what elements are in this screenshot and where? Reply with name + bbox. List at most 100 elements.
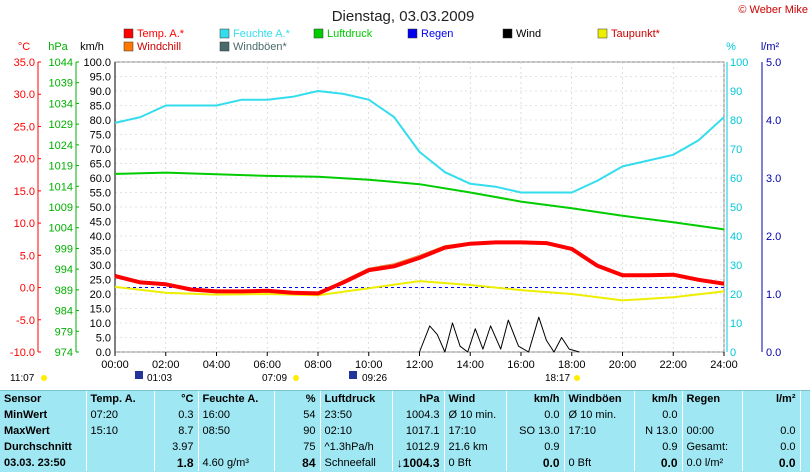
legend-label: Wind [516, 28, 541, 40]
moon-icon [135, 371, 143, 379]
x-tick: 02:00 [152, 359, 180, 371]
legend-label: Feuchte A.* [233, 28, 291, 40]
rain-tick: 5.0 [766, 57, 781, 69]
rain-tick: 3.0 [766, 173, 781, 185]
table-cell: Schneefall [320, 455, 393, 471]
temp-tick: -10.0 [10, 347, 35, 359]
rain-tick: 0.0 [766, 347, 781, 359]
table-cell: 1017.1 [392, 423, 445, 439]
sun-time-label: 09:26 [362, 373, 387, 384]
series-luftdruck [114, 171, 725, 231]
table-cell: 0.9 [634, 439, 683, 455]
table-cell: MinWert [0, 407, 87, 423]
table-header-cell: l/m² [742, 391, 801, 407]
humidity-axis-label: % [726, 41, 736, 53]
rain-tick: 4.0 [766, 115, 781, 127]
sun-time-label: 11:07 [10, 373, 35, 384]
x-tick: 16:00 [507, 359, 535, 371]
table-cell: SO 13.0 [506, 423, 565, 439]
table-cell: 0.0 [634, 455, 683, 471]
table-cell: 0.0 [634, 407, 683, 423]
chart-axes: °C hPa km/h% l/m² 35.0 30.0 25.0 20.0 15.0 10.0 5.… [10, 41, 781, 371]
pressure-tick: 989 [55, 285, 73, 297]
table-cell [742, 407, 801, 423]
humidity-tick: 30 [730, 260, 742, 272]
table-cell: 02:10 [320, 423, 393, 439]
humidity-tick: 100 [730, 57, 748, 69]
humidity-tick: 40 [730, 231, 742, 243]
table-header-cell: Windböen [564, 391, 635, 407]
pressure-tick: 979 [55, 326, 73, 338]
table-cell: 0.9 [506, 439, 565, 455]
table-cell: 03.03. 23:50 [0, 455, 87, 471]
humidity-tick: 60 [730, 173, 742, 185]
table-cell: 1.8 [154, 455, 199, 471]
copyright: © Weber Mike [738, 4, 808, 16]
pressure-tick: 984 [55, 306, 73, 318]
wind-tick: 25.0 [90, 275, 111, 287]
table-cell: ↓1004.3 [392, 455, 445, 471]
table-header-cell: Temp. A. [86, 391, 155, 407]
table-header-cell: Feuchte A. [198, 391, 275, 407]
table-row: Durchschnitt 3.97 75 ^1.3hPa/h 1012.9 21.6 km… [0, 439, 801, 455]
pressure-tick: 994 [55, 264, 73, 276]
temp-tick: 5.0 [20, 250, 35, 262]
sun-icon [293, 375, 299, 381]
series-tempa [114, 240, 725, 296]
humidity-tick: 20 [730, 289, 742, 301]
table-cell: 00:00 [682, 423, 743, 439]
pressure-tick: 1014 [49, 181, 73, 193]
temp-axis-label: °C [18, 41, 30, 53]
moon-icon [349, 371, 357, 379]
x-tick: 06:00 [253, 359, 281, 371]
sun-time-label: 07:09 [262, 373, 287, 384]
rain-tick: 2.0 [766, 231, 781, 243]
wind-tick: 5.0 [96, 333, 111, 345]
wind-tick: 0.0 [96, 347, 111, 359]
wind-tick: 20.0 [90, 289, 111, 301]
table-header-cell: Wind [444, 391, 507, 407]
humidity-tick: 0 [730, 347, 736, 359]
table-cell [564, 439, 635, 455]
chart-title: Dienstag, 03.03.2009 [332, 8, 475, 25]
table-cell: 0.0 [742, 439, 801, 455]
table-cell: 07:20 [86, 407, 155, 423]
table-cell: 16:00 [198, 407, 275, 423]
table-cell: 23:50 [320, 407, 393, 423]
legend-swatch [407, 28, 418, 39]
rain-tick: 1.0 [766, 289, 781, 301]
wind-tick: 75.0 [90, 130, 111, 142]
table-cell: 15:10 [86, 423, 155, 439]
pressure-tick: 999 [55, 243, 73, 255]
table-cell: MaxWert [0, 423, 87, 439]
wind-tick: 10.0 [90, 318, 111, 330]
table-cell: ^1.3hPa/h [320, 439, 393, 455]
table-cell: N 13.0 [634, 423, 683, 439]
table-cell: 1012.9 [392, 439, 445, 455]
wind-tick: 100.0 [83, 57, 111, 69]
chart-legend: Temp. A.* Feuchte A.* Luftdruck Regen Wind Ta… [123, 28, 661, 53]
legend-label: Windchill [137, 41, 181, 53]
table-cell: 0.0 l/m² [682, 455, 743, 471]
sun-markers: 11:07 01:03 07:09 09:26 18:17 [10, 371, 580, 384]
statistics-table: Sensor Temp. A. °C Feuchte A.% Luftdruck hPa W… [0, 390, 810, 472]
wind-tick: 15.0 [90, 304, 111, 316]
x-tick: 08:00 [304, 359, 332, 371]
table-cell: Ø 10 min. [444, 407, 507, 423]
pressure-tick: 1009 [49, 202, 73, 214]
humidity-tick: 80 [730, 115, 742, 127]
rain-axis-label: l/m² [761, 41, 780, 53]
wind-tick: 45.0 [90, 217, 111, 229]
table-cell: 0 Bft [444, 455, 507, 471]
wind-tick: 90.0 [90, 86, 111, 98]
table-cell: 08:50 [198, 423, 275, 439]
temp-tick: 35.0 [14, 57, 35, 69]
table-cell: 3.97 [154, 439, 199, 455]
table-header-cell: % [274, 391, 321, 407]
table-header-cell: °C [154, 391, 199, 407]
table-header-cell: Sensor [0, 391, 87, 407]
wind-tick: 65.0 [90, 159, 111, 171]
chart-series [114, 90, 725, 353]
table-cell: 0.0 [742, 455, 801, 471]
wind-tick: 50.0 [90, 202, 111, 214]
